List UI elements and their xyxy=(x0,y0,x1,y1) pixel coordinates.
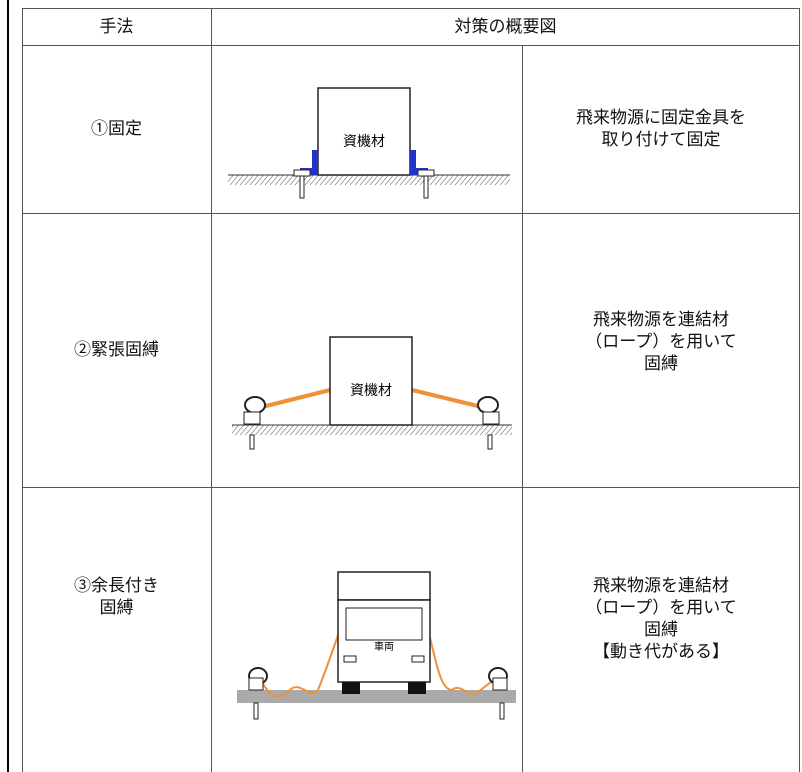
border xyxy=(522,45,523,772)
figure-slack: 車両 xyxy=(237,571,516,720)
description-text: 取り付けて固定 xyxy=(601,130,721,150)
figure-label: 資機材 xyxy=(343,134,385,150)
method-cell: ③余長付き 固縛 xyxy=(22,487,211,772)
description-text: 飛来物源を連結材 xyxy=(593,576,729,596)
border xyxy=(22,8,23,772)
description-text: 固縛 xyxy=(644,620,678,640)
description-text: （ロープ）を用いて xyxy=(585,332,737,352)
border xyxy=(22,8,800,9)
header-text: 手法 xyxy=(99,16,134,37)
figure-label: 資機材 xyxy=(350,383,392,399)
header-cell: 対策の概要図 xyxy=(211,8,800,45)
description-text: （ロープ）を用いて xyxy=(585,598,737,618)
description-cell: 飛来物源に固定金具を 取り付けて固定 xyxy=(522,45,800,213)
description-text: 飛来物源に固定金具を xyxy=(576,108,746,128)
description-text: 固縛 xyxy=(644,354,678,374)
description-text: 【動き代がある】 xyxy=(593,642,729,662)
border xyxy=(22,487,800,488)
method-cell: ①固定 xyxy=(22,45,211,213)
figure-label: 車両 xyxy=(374,640,394,653)
header-cell: 手法 xyxy=(22,8,211,45)
figure-tension: 資機材 xyxy=(232,336,512,450)
border xyxy=(211,8,212,772)
border xyxy=(22,45,800,46)
description-text: 飛来物源を連結材 xyxy=(593,310,729,330)
border xyxy=(22,213,800,214)
method-cell: ②緊張固縛 xyxy=(22,213,211,487)
method-text: ①固定 xyxy=(91,119,142,139)
method-text: 固縛 xyxy=(99,598,134,618)
description-cell: 飛来物源を連結材 （ロープ）を用いて 固縛 【動き代がある】 xyxy=(522,487,800,772)
method-text: ②緊張固縛 xyxy=(74,340,159,360)
description-cell: 飛来物源を連結材 （ロープ）を用いて 固縛 xyxy=(522,213,800,487)
margin-line xyxy=(7,0,9,772)
border xyxy=(799,8,800,772)
method-text: ③余長付き xyxy=(74,576,159,596)
header-text: 対策の概要図 xyxy=(454,16,557,37)
figure-fixed: 資機材 xyxy=(228,87,510,199)
